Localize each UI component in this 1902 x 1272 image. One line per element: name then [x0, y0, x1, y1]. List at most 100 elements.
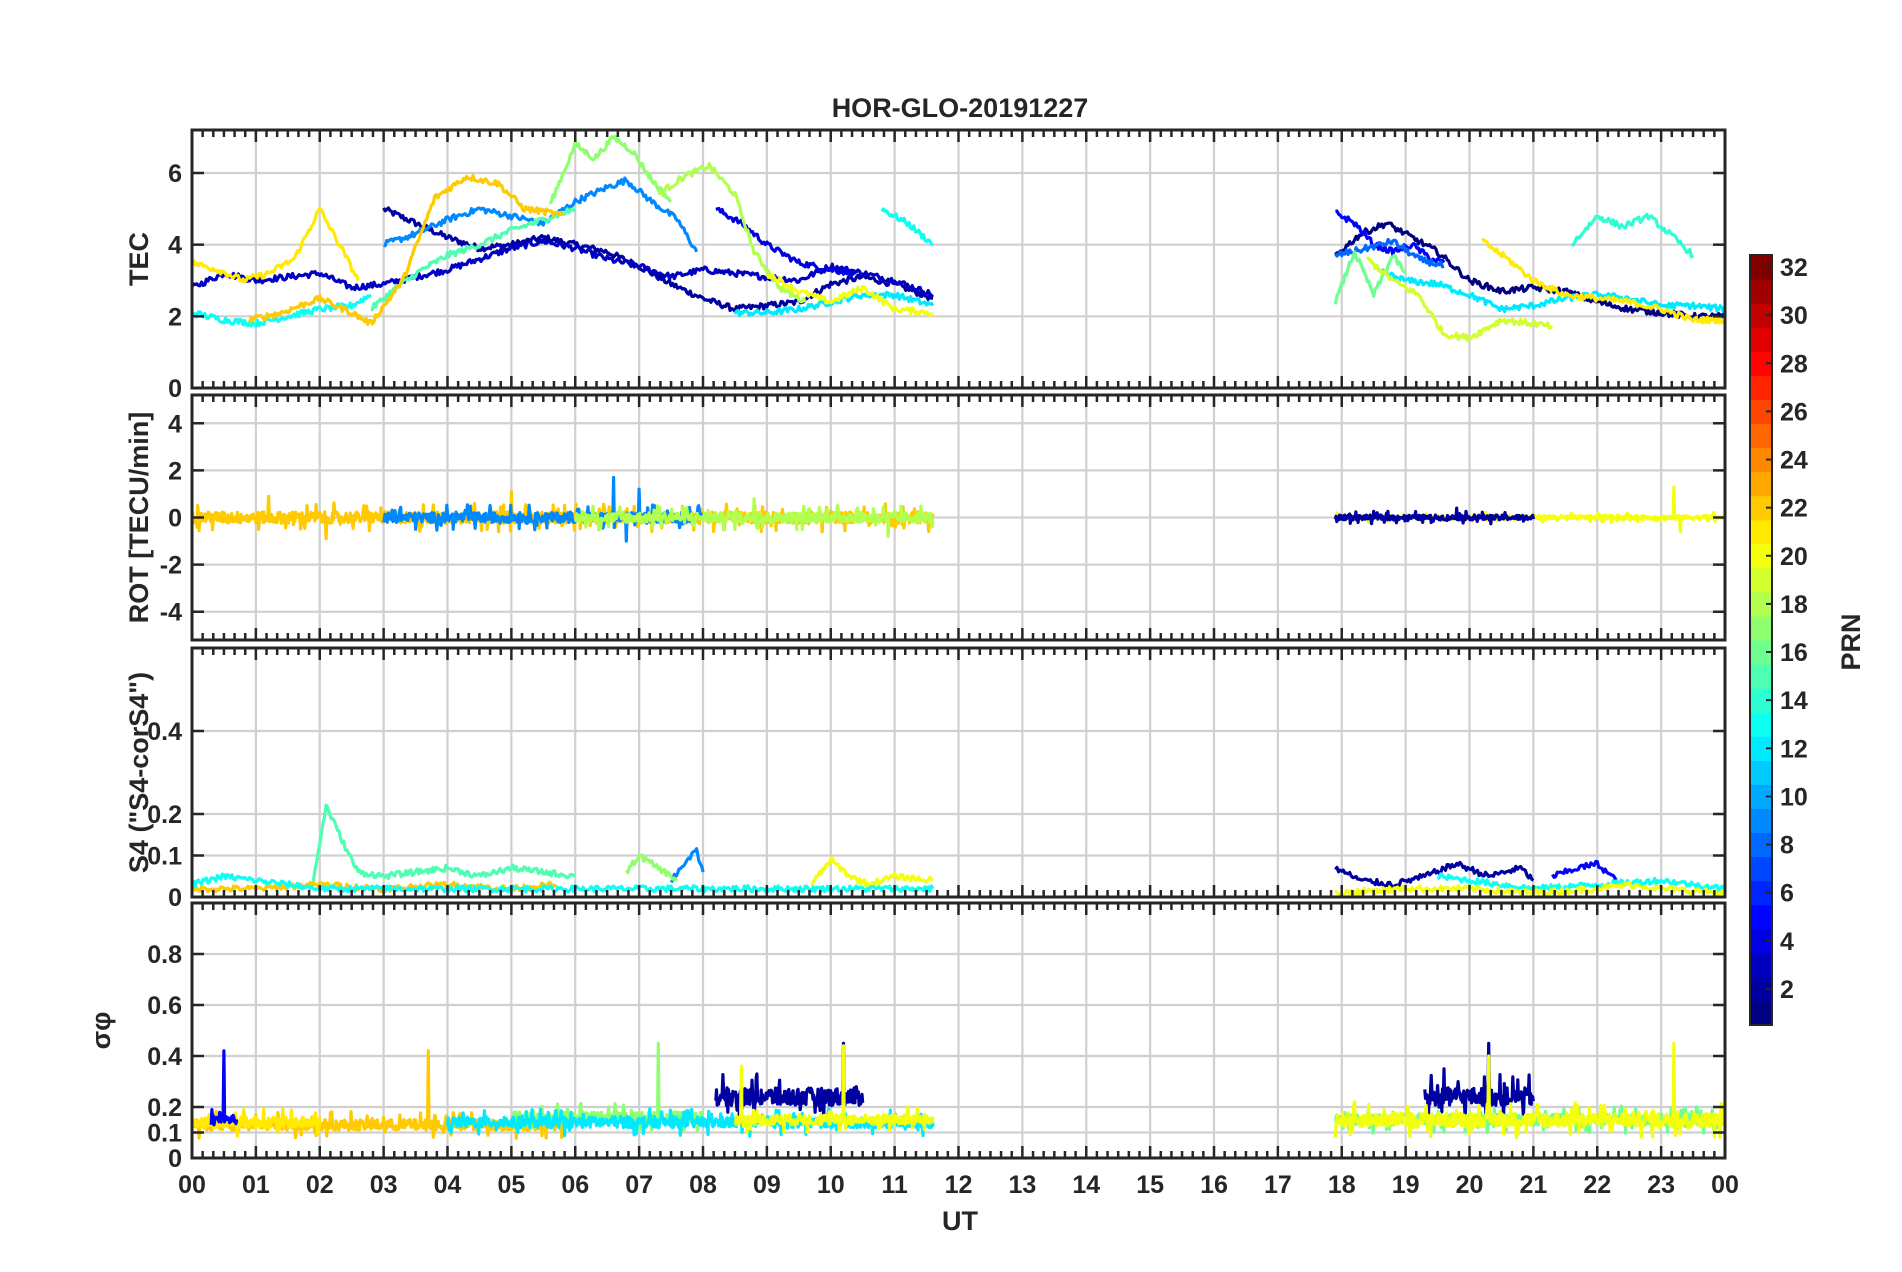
series-line-prn-15 — [311, 803, 577, 882]
series-line-prn-2 — [1334, 860, 1535, 889]
series-line-prn-17 — [625, 853, 679, 882]
x-tick-label: 12 — [945, 1171, 973, 1199]
colorbar-segment — [1750, 808, 1772, 834]
colorbar-segment — [1750, 375, 1772, 400]
x-tick-label: 14 — [1072, 1171, 1100, 1199]
series-line-prn-21 — [192, 206, 360, 284]
colorbar-segment — [1750, 784, 1772, 810]
x-tick-label: 13 — [1008, 1171, 1036, 1199]
colorbar-tick-label: 24 — [1780, 447, 1808, 475]
colorbar-segment — [1750, 255, 1772, 280]
colorbar-tick-label: 32 — [1780, 254, 1808, 282]
y-axis-label: ROT [TECU/min] — [124, 412, 154, 623]
colorbar-segment — [1750, 351, 1772, 376]
series-line-prn-5 — [1551, 859, 1618, 882]
colorbar-segment — [1750, 543, 1772, 569]
x-tick-label: 15 — [1136, 1171, 1164, 1199]
x-tick-label: 08 — [689, 1171, 717, 1199]
colorbar-segment — [1750, 760, 1772, 785]
colorbar-tick-label: 30 — [1780, 302, 1808, 330]
y-tick-label: 0.8 — [147, 941, 182, 969]
panel-rot: -4 -2 0 2 4 ROT [TECU/min] — [124, 393, 1727, 642]
series-line-prn-2 — [1423, 1041, 1535, 1121]
x-tick-label: 11 — [881, 1171, 908, 1199]
colorbar-segment — [1750, 664, 1772, 689]
x-tick-label: 03 — [370, 1171, 398, 1199]
colorbar-tick-label: 28 — [1780, 350, 1808, 378]
x-tick-label: 07 — [625, 1171, 653, 1199]
series-line-prn-20 — [1333, 1041, 1725, 1140]
y-axis-label: σφ — [86, 1012, 116, 1050]
y-tick-label: 0.4 — [147, 718, 182, 746]
series-line-prn-20 — [733, 1044, 935, 1135]
y-tick-label: 0.1 — [147, 843, 182, 871]
x-tick-label: 21 — [1519, 1171, 1547, 1199]
x-axis: 00 01 02 03 04 05 06 07 08 09 10 11 12 13 14 15 16 17 18 19… — [178, 1171, 1739, 1199]
series-line-prn-15 — [370, 207, 577, 312]
x-tick-label: 10 — [817, 1171, 845, 1199]
series-line-prn-18 — [657, 161, 807, 304]
panel-tec: 0 2 4 6 TEC — [124, 128, 1727, 403]
chart-title: HOR-GLO-20191227 — [832, 93, 1089, 123]
colorbar-frame — [1749, 254, 1773, 1026]
x-tick-label: 20 — [1456, 1171, 1484, 1199]
colorbar-tick-label: 2 — [1780, 976, 1794, 1004]
series-line-prn-13 — [1436, 872, 1725, 893]
series-line-prn-17 — [548, 134, 673, 205]
x-tick-label: 04 — [434, 1171, 462, 1199]
y-tick-label: 6 — [168, 160, 182, 188]
series-line-prn-13 — [192, 872, 935, 894]
y-tick-label: 0 — [168, 884, 182, 912]
colorbar-tick-label: 18 — [1780, 591, 1808, 619]
series-line-prn-19 — [1365, 255, 1553, 343]
x-tick-label: 00 — [178, 1171, 206, 1199]
series-line-prn-22 — [247, 173, 564, 326]
y-tick-label: -2 — [160, 552, 182, 580]
panel-series — [192, 134, 1725, 343]
series-line-prn-9 — [669, 847, 705, 884]
panel-s4: 0 0.1 0.2 0.4S4 ("S4-corS4") — [124, 646, 1727, 912]
colorbar-segment — [1750, 880, 1772, 906]
colorbar-segment — [1750, 928, 1772, 954]
colorbar-segment — [1750, 567, 1772, 593]
colorbar-segment — [1750, 327, 1772, 352]
colorbar-tick-label: 14 — [1780, 687, 1808, 715]
x-tick-label: 19 — [1392, 1171, 1420, 1199]
y-tick-label: 4 — [168, 410, 182, 438]
colorbar-segment — [1750, 856, 1772, 882]
x-tick-label: 05 — [497, 1171, 525, 1199]
series-line-prn-5 — [1335, 209, 1446, 264]
series-line-prn-1 — [1334, 221, 1725, 321]
series-line-prn-5 — [209, 1049, 239, 1127]
colorbar-tick-label: 10 — [1780, 783, 1808, 811]
x-tick-label: 01 — [242, 1171, 270, 1199]
panel-series — [192, 475, 1725, 543]
series-line-prn-20 — [810, 856, 934, 889]
colorbar-segment — [1750, 447, 1772, 473]
panel-series — [192, 1041, 1725, 1140]
y-tick-label: 0 — [168, 505, 182, 533]
x-tick-label: 16 — [1200, 1171, 1228, 1199]
x-tick-label: 18 — [1328, 1171, 1356, 1199]
colorbar-tick-label: 20 — [1780, 543, 1808, 571]
colorbar-segment — [1750, 640, 1772, 665]
series-line-prn-20 — [765, 273, 935, 317]
colorbar-segment — [1750, 303, 1772, 328]
colorbar-tick-label: 6 — [1780, 880, 1794, 908]
colorbar-tick-label: 8 — [1780, 832, 1794, 860]
colorbar-segment — [1750, 832, 1772, 858]
colorbar-label: PRN — [1836, 613, 1866, 670]
y-axis-label: TEC — [124, 232, 154, 286]
colorbar-segment — [1750, 688, 1772, 713]
colorbar-tick-label: 4 — [1780, 928, 1794, 956]
x-tick-label: 17 — [1264, 1171, 1292, 1199]
colorbar-segment — [1750, 399, 1772, 425]
y-tick-label: 0.4 — [147, 1043, 182, 1071]
x-tick-label: 06 — [561, 1171, 589, 1199]
series-line-prn-2 — [382, 206, 934, 313]
colorbar-segment — [1750, 279, 1772, 304]
colorbar-segment — [1750, 591, 1772, 617]
colorbar-segment — [1750, 1000, 1772, 1026]
panel-sigma-phi: 00.10.2 0.4 0.6 0.8 σφ — [86, 901, 1727, 1173]
